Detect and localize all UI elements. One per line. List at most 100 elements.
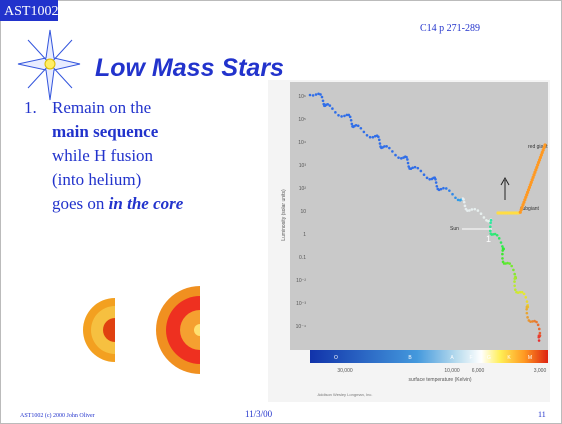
star-dot [366, 134, 369, 137]
star-dot [426, 177, 429, 180]
footer-center: 11/3/00 [245, 409, 273, 419]
star-dot [448, 189, 451, 192]
star-dot [351, 123, 354, 126]
star-dot [355, 124, 358, 127]
star-dot [513, 280, 516, 283]
star-dot [513, 273, 516, 276]
spectral-class: F [469, 355, 472, 361]
star-dot [537, 336, 540, 339]
star-dot [501, 249, 504, 252]
bullet-line: while H fusion [52, 146, 154, 165]
course: AST1002 [4, 4, 58, 19]
spectral-class: G [487, 355, 491, 361]
x-axis-label: surface temperature (Kelvin) [408, 377, 471, 383]
star-dot [322, 99, 325, 102]
star-dot [417, 167, 420, 170]
text: Remain on the [52, 98, 151, 117]
footer-left: AST1002 (c) 2000 John Oliver [20, 412, 95, 419]
x-tick-label: 3,000 [534, 368, 547, 374]
star-dot [525, 308, 528, 311]
star-dot [337, 114, 340, 117]
star-dot [473, 208, 476, 211]
star-dot [407, 162, 410, 165]
star-dot [514, 288, 517, 291]
y-tick-label: 10 [300, 209, 306, 215]
star-dot [535, 321, 538, 324]
star-dot [357, 124, 360, 127]
x-tick-label: 30,000 [337, 368, 353, 374]
annotation: 1 [486, 234, 491, 244]
star-dot [394, 154, 397, 157]
bullet-line: (into helium) [52, 170, 141, 189]
star-dot [445, 187, 448, 190]
x-tick-label: 6,000 [472, 368, 485, 374]
bullet-line: main sequence [52, 122, 159, 141]
star-dot [512, 269, 515, 272]
star-dot [498, 237, 501, 240]
spectral-class: M [528, 355, 532, 361]
star-dot [400, 157, 403, 160]
star-dot [312, 94, 315, 97]
slide-title: Low Mass Stars [95, 54, 284, 82]
bullet-line: Remain on the [52, 98, 151, 117]
star-dot [510, 265, 513, 268]
star-dot [538, 339, 541, 342]
y-tick-label: 10⁻⁴ [296, 324, 306, 330]
star-dot [477, 209, 480, 212]
y-tick-label: 10⁻² [296, 278, 306, 284]
star-dot [489, 225, 492, 228]
plot-area [290, 82, 548, 350]
star-dot [539, 332, 542, 335]
star-dot [315, 93, 318, 96]
emphasis: in the core [109, 194, 184, 213]
y-tick-label: 10⁻³ [296, 301, 306, 307]
slide: AST1002 C14 p 271-289 Low Mass Stars 1. … [0, 0, 562, 424]
y-tick-label: 10² [299, 186, 307, 192]
star-dot [489, 221, 492, 224]
star-dot [464, 205, 467, 208]
star-dot [538, 328, 541, 331]
bullet-line: goes on in the core [52, 194, 184, 213]
star-dot [471, 208, 474, 211]
star-dot [321, 96, 324, 99]
y-tick-label: 10⁴ [298, 140, 306, 146]
star-dot [501, 257, 504, 260]
star-dot [490, 219, 493, 222]
star-dot [377, 136, 380, 139]
star-dot [523, 293, 526, 296]
star-dot [442, 187, 445, 190]
star-dot [526, 312, 529, 315]
emphasis: main sequence [52, 122, 159, 141]
star-dot [483, 216, 486, 219]
star-dot [526, 306, 529, 309]
text: goes on [52, 194, 109, 213]
star-dot [349, 116, 352, 119]
spectral-bar [310, 350, 548, 363]
star-dot [489, 230, 492, 233]
y-tick-label: 10⁵ [298, 117, 306, 123]
star-dot [388, 147, 391, 150]
star-dot [309, 94, 312, 97]
star-dot [420, 170, 423, 173]
star-dot [329, 104, 332, 107]
page: AST1002 C14 p 271-289 Low Mass Stars 1. … [0, 0, 562, 424]
y-tick-label: 0.1 [299, 255, 306, 261]
star-dot [428, 178, 431, 181]
star-dot [334, 111, 337, 114]
figure-credit: Addison Wesley Longman, Inc. [317, 392, 372, 397]
star-dot [462, 198, 465, 201]
star-dot [500, 241, 503, 244]
star-dot [526, 316, 529, 319]
y-tick-label: 1 [303, 232, 306, 238]
star-dot [360, 127, 363, 130]
star-dot [524, 296, 527, 299]
star-dot [383, 145, 386, 148]
star-dot [331, 107, 334, 110]
star-dot [414, 166, 417, 169]
star-dot [468, 209, 471, 212]
bullet-number: 1. [24, 98, 37, 117]
star-dot [391, 150, 394, 153]
star-dot [340, 115, 343, 118]
star-dot [454, 196, 457, 199]
star-dot [463, 201, 466, 204]
